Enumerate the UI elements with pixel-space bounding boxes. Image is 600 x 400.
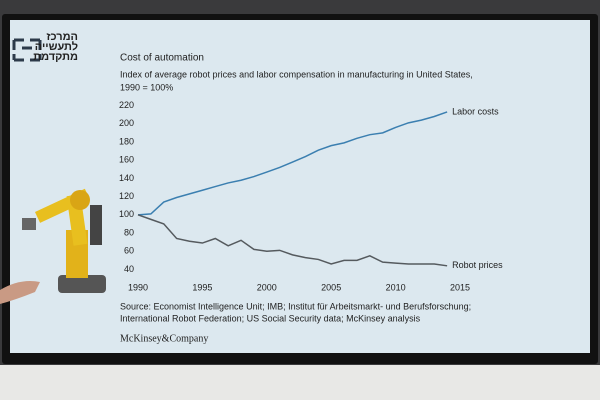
series-line [137,111,448,216]
y-tick-label: 40 [124,264,134,274]
x-tick-label: 1995 [192,282,212,292]
series-label: Robot prices [452,260,503,270]
x-tick-label: 2010 [386,282,406,292]
logo-text: מתקדמת [33,51,78,63]
hand [0,281,40,304]
chart-title: Cost of automation [120,53,204,64]
chart-subtitle: Index of average robot prices and labor … [120,69,473,79]
y-tick-label: 140 [119,173,134,183]
logo-icon [12,38,42,62]
logo-text: המרכז [46,31,78,43]
y-tick-label: 160 [119,155,134,165]
x-tick-label: 2015 [450,282,470,292]
source-note: Source: Economist Intelligence Unit; IMB… [120,301,471,311]
x-tick-label: 2000 [257,282,277,292]
y-tick-label: 180 [119,136,134,146]
y-tick-label: 120 [119,191,134,201]
series-line [137,214,448,267]
series-label: Labor costs [452,106,499,116]
y-tick-label: 60 [124,246,134,256]
robot-arm [22,188,106,293]
chart-subtitle: 1990 = 100% [120,82,173,92]
y-tick-label: 100 [119,209,134,219]
x-tick-label: 2005 [321,282,341,292]
logo-text: לתעשייה [35,40,78,53]
x-tick-label: 1990 [128,282,148,292]
screen [10,20,590,353]
y-tick-label: 220 [119,100,134,110]
brand: McKinsey&Company [120,333,208,344]
y-tick-label: 200 [119,118,134,128]
source-note: International Robot Federation; US Socia… [120,313,421,323]
wall [0,365,600,400]
y-tick-label: 80 [124,227,134,237]
